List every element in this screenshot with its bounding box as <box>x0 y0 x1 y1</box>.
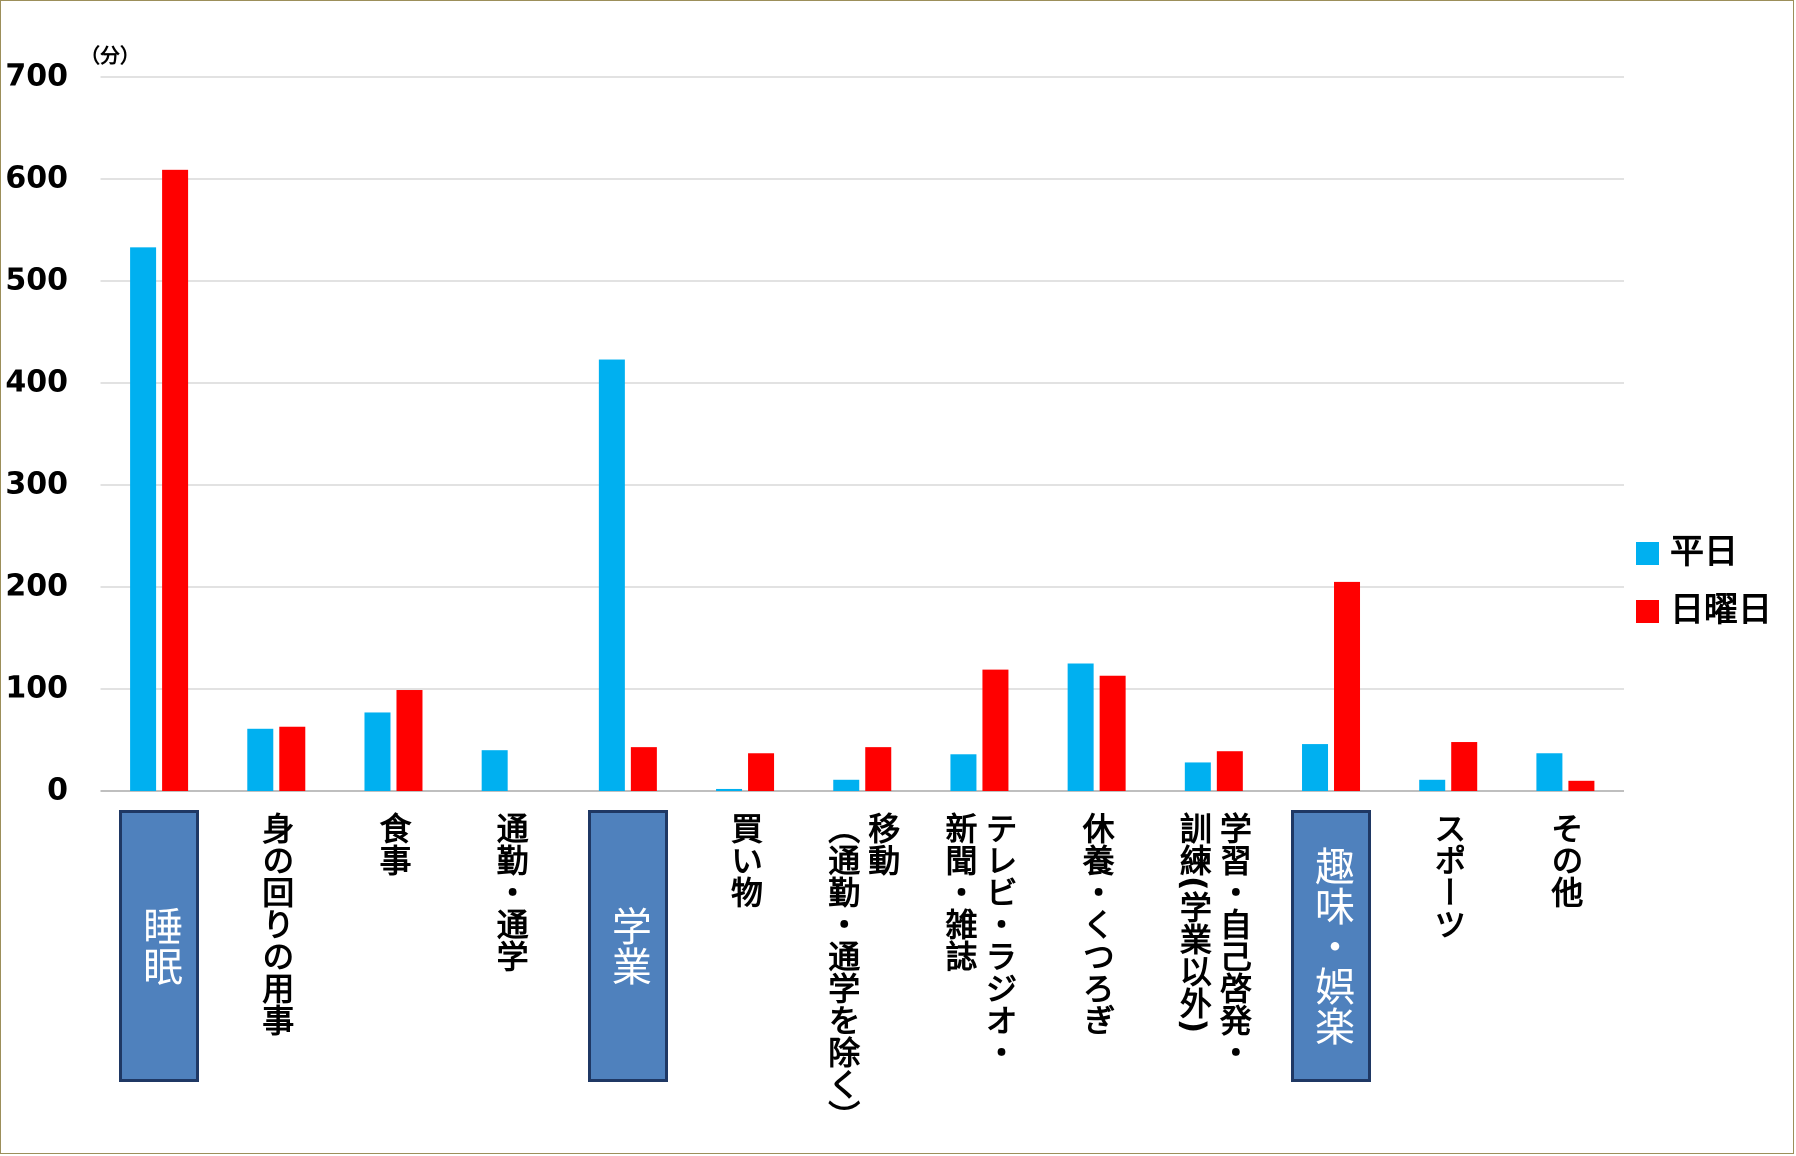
x-tick-label: 食事 <box>374 812 413 876</box>
y-tick-label: 500 <box>5 263 68 298</box>
x-tick-label: 学習・自己啓発・ 訓練(学業以外) <box>1174 812 1253 1068</box>
y-tick-label: 0 <box>47 773 68 808</box>
bar <box>279 726 306 791</box>
bar <box>865 747 892 791</box>
x-tick-label: 休養・くつろぎ <box>1077 812 1116 1036</box>
bar <box>1184 762 1211 791</box>
category-box: 睡眠 <box>119 810 200 1082</box>
x-tick-label: その他 <box>1546 812 1585 908</box>
x-tick-label: 買い物 <box>726 812 765 908</box>
bar <box>481 750 508 791</box>
bar <box>982 669 1009 791</box>
bar <box>130 247 157 792</box>
bar <box>1451 742 1478 791</box>
unit-label: （分） <box>80 44 140 68</box>
x-tick-label: 趣味・娯楽 <box>1308 846 1355 1046</box>
bar <box>162 169 189 791</box>
x-tick-label: 通勤・通学 <box>491 812 530 972</box>
bar <box>396 690 423 791</box>
x-tick-label: 移動 （通勤・通学を除く） <box>823 812 902 1132</box>
x-tick-label: スポーツ <box>1429 812 1468 940</box>
x-tick-label: テレビ・ラジオ・ 新聞・雑誌 <box>940 812 1019 1068</box>
y-tick-label: 700 <box>5 59 68 94</box>
bar <box>1334 581 1361 791</box>
bar <box>630 747 657 791</box>
legend-label: 日曜日 <box>1670 590 1772 630</box>
bar <box>598 359 625 791</box>
bar <box>1419 779 1446 791</box>
x-tick-label: 身の回りの用事 <box>257 812 296 1036</box>
bar <box>247 728 274 791</box>
bar <box>1302 744 1329 791</box>
bar <box>364 712 391 791</box>
x-tick-label: 学業 <box>604 906 651 986</box>
y-tick-label: 600 <box>5 161 68 196</box>
bar <box>1536 753 1563 791</box>
bar <box>1216 751 1243 791</box>
x-tick-label: 睡眠 <box>136 906 183 986</box>
legend-label: 平日 <box>1670 532 1738 572</box>
legend-swatch <box>1636 600 1659 623</box>
legend-swatch <box>1636 542 1659 565</box>
y-tick-label: 400 <box>5 365 68 400</box>
bar <box>1568 780 1595 791</box>
bar <box>950 754 977 791</box>
bar <box>1067 663 1094 791</box>
y-tick-label: 200 <box>5 569 68 604</box>
y-tick-label: 100 <box>5 671 68 706</box>
y-tick-label: 300 <box>5 467 68 502</box>
bar <box>716 788 743 791</box>
bar <box>748 753 775 791</box>
category-box: 学業 <box>587 810 668 1082</box>
bar <box>1099 675 1126 791</box>
category-box: 趣味・娯楽 <box>1291 810 1372 1082</box>
bar <box>833 779 860 791</box>
